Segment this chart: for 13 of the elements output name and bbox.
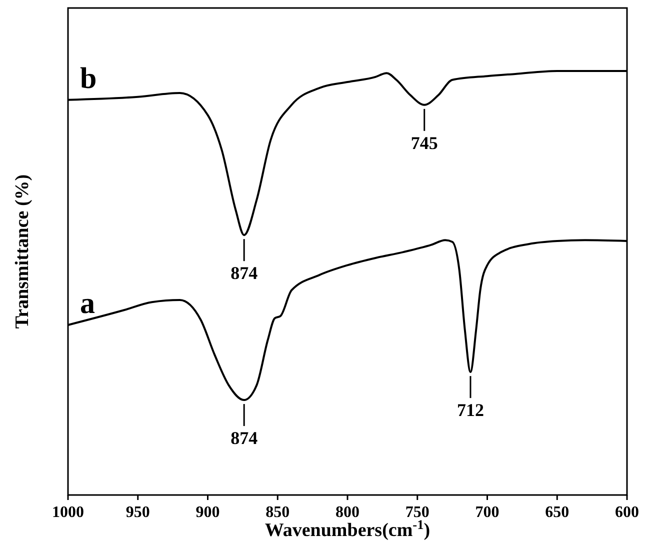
x-tick-label: 600 [615,504,639,521]
annotation: 712 [456,400,484,420]
x-tick-label: 650 [545,504,570,521]
y-axis-title: Transmittance (%) [12,174,33,329]
annotation: 745 [410,132,438,153]
x-tick-label: 1000 [52,504,84,521]
x-tick-label: 900 [196,504,220,521]
annotation: 874 [230,428,258,448]
x-tick-label: 700 [475,504,500,521]
x-tick-label: 950 [126,504,150,521]
series-label: a [80,286,95,320]
series-label: b [80,62,97,95]
annotation: 874 [230,263,258,284]
